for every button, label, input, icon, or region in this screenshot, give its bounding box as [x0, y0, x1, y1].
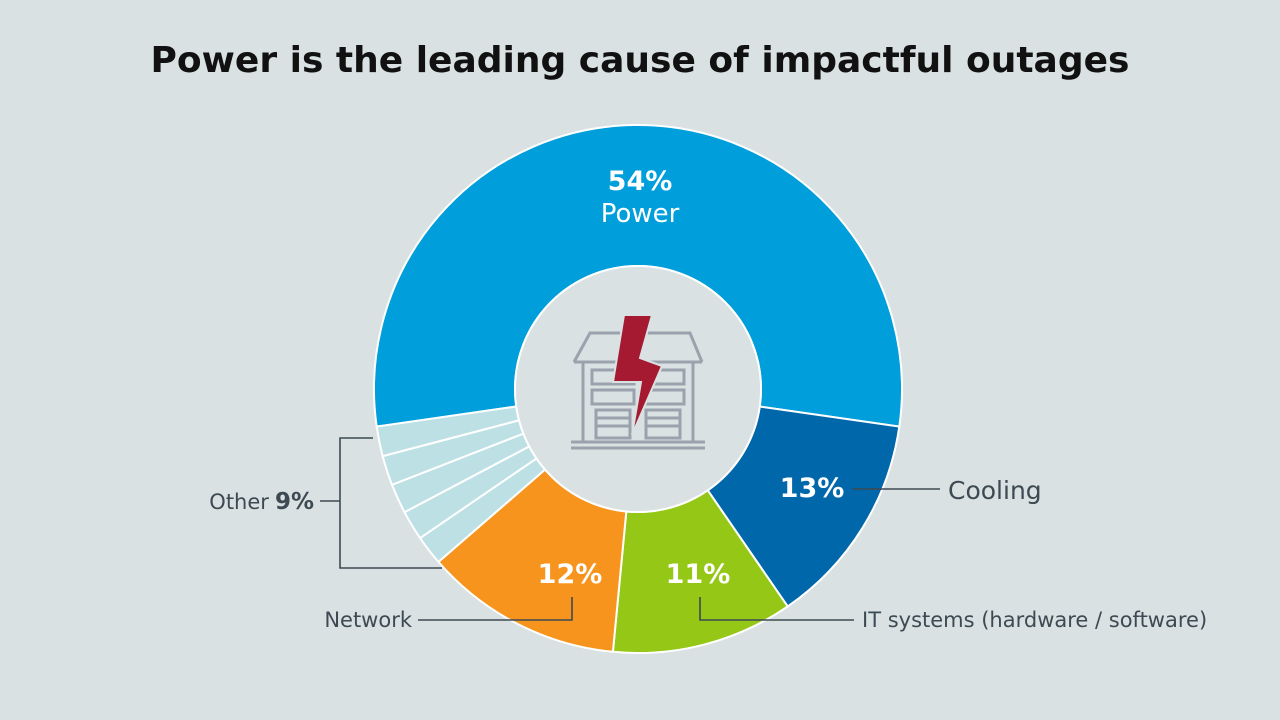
- other-value-label: 9%: [275, 489, 314, 515]
- other-label-group: Other 9%: [209, 489, 314, 515]
- it-leader-line: [699, 597, 854, 621]
- chart-title: Power is the leading cause of impactful …: [150, 40, 1130, 81]
- power-value-label: 54%: [608, 166, 673, 197]
- network-leader-line: [418, 597, 573, 621]
- it-name-label: IT systems (hardware / software): [862, 608, 1207, 632]
- cooling-name-label: Cooling: [948, 476, 1042, 505]
- center-hole: [514, 265, 762, 513]
- other-bracket-line: [339, 437, 442, 569]
- other-name-label: Other: [209, 490, 269, 514]
- cooling-value-label: 13%: [780, 473, 845, 504]
- it-value-label: 11%: [666, 559, 731, 590]
- network-name-label: Network: [324, 608, 413, 632]
- data-center-lightning-icon: [571, 314, 705, 450]
- power-name-label: Power: [601, 199, 680, 229]
- network-value-label: 12%: [538, 559, 603, 590]
